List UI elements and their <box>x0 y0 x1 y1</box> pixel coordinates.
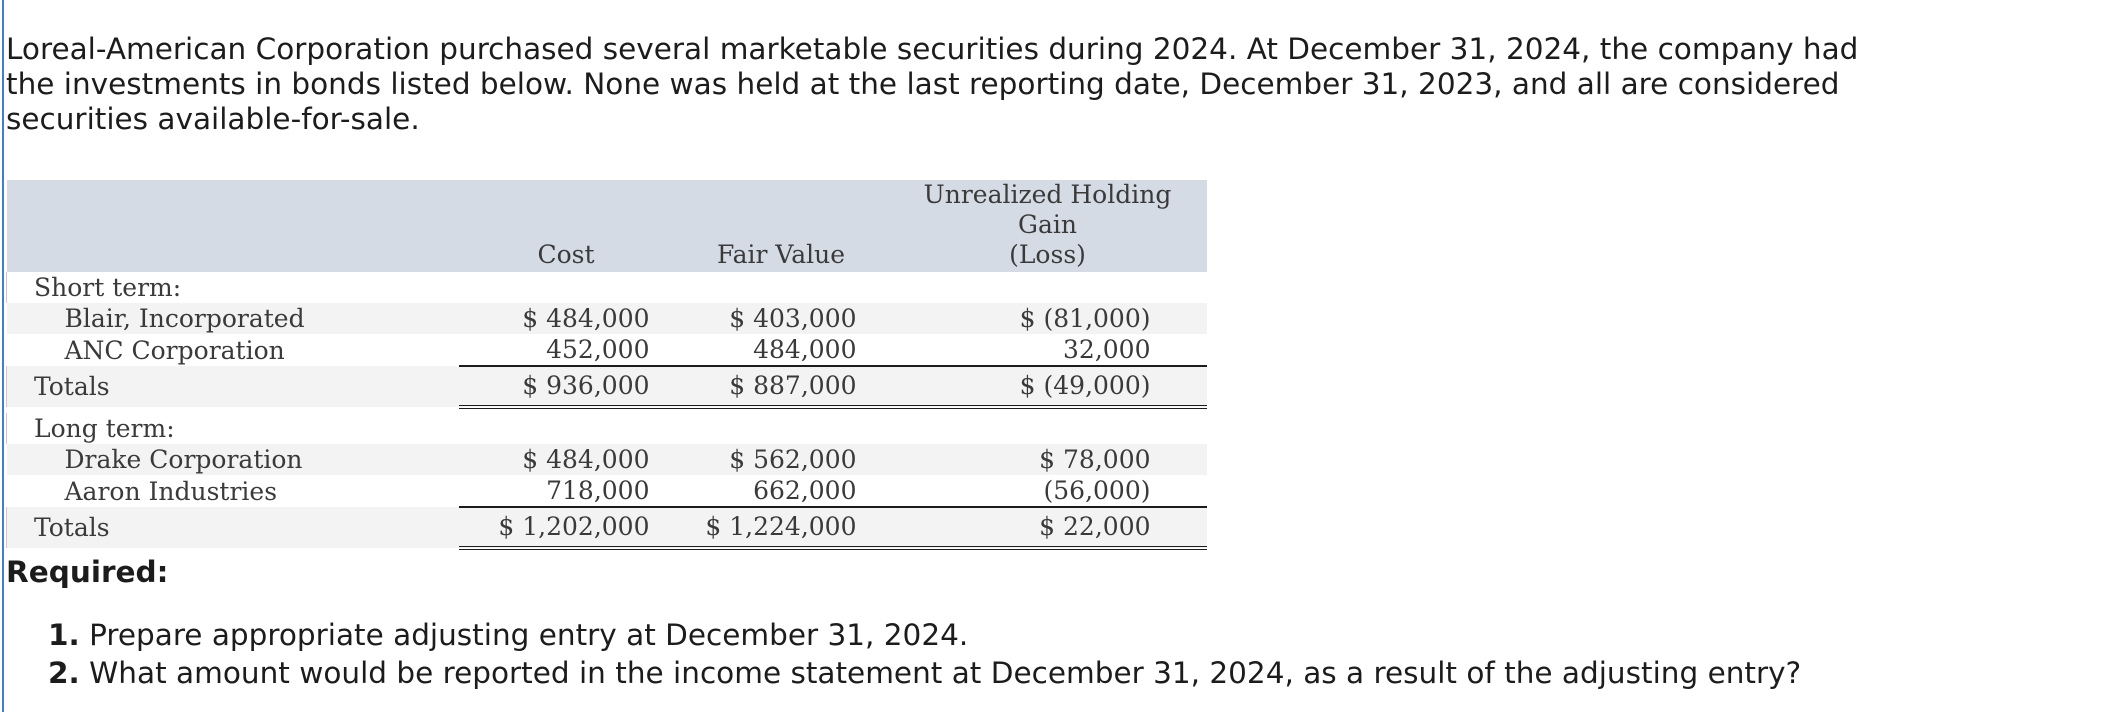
totals-row-short-term: Totals $ 936,000 $ 887,000 $ (49,000) <box>6 366 1207 409</box>
investments-table-wrapper: Cost Fair Value Unrealized Holding Gain … <box>6 180 1207 550</box>
fair-value: $ 562,000 <box>673 444 889 475</box>
total-cost: $ 1,202,000 <box>458 507 674 550</box>
header-gain-line2: (Loss) <box>1009 240 1086 269</box>
section-label-long-term: Long term: <box>6 413 459 444</box>
required-list: 1. Prepare appropriate adjusting entry a… <box>48 616 1801 692</box>
section-row-long-term: Long term: <box>6 413 1207 444</box>
required-item-number: 1. <box>48 618 80 652</box>
table-row: Aaron Industries 718,000 662,000 (56,000… <box>7 475 1207 508</box>
required-item-number: 2. <box>48 656 80 690</box>
totals-label: Totals <box>6 366 459 407</box>
fair-value: $ 403,000 <box>673 303 889 334</box>
required-item-text: What amount would be reported in the inc… <box>89 656 1802 690</box>
security-name: ANC Corporation <box>64 335 285 365</box>
fair-value: 662,000 <box>673 475 889 508</box>
gain-value: 32,000 <box>888 334 1207 367</box>
table-header-row: Cost Fair Value Unrealized Holding Gain … <box>6 180 1207 272</box>
fair-value: 484,000 <box>673 334 889 367</box>
gain-value: $ (81,000) <box>888 303 1207 334</box>
security-name: Aaron Industries <box>64 476 278 506</box>
problem-intro-text: Loreal-American Corporation purchased se… <box>6 32 1859 136</box>
table-row: Drake Corporation $ 484,000 $ 562,000 $ … <box>6 444 1207 475</box>
required-item-2: 2. What amount would be reported in the … <box>48 654 1801 692</box>
security-name: Blair, Incorporated <box>6 303 459 334</box>
table-row: Blair, Incorporated $ 484,000 $ 403,000 … <box>6 303 1207 334</box>
cost-value: 452,000 <box>458 334 674 367</box>
header-cost: Cost <box>537 240 595 269</box>
left-margin-rule <box>2 0 4 712</box>
cost-value: $ 484,000 <box>458 444 674 475</box>
total-gain: $ 22,000 <box>888 507 1207 550</box>
header-unrealized-gain: Unrealized Holding Gain (Loss) <box>889 180 1207 272</box>
total-cost: $ 936,000 <box>458 366 674 409</box>
cost-value: 718,000 <box>458 475 674 508</box>
total-fair-value: $ 887,000 <box>673 366 889 409</box>
security-name: Drake Corporation <box>6 444 459 475</box>
header-blank <box>7 180 459 272</box>
cost-value: $ 484,000 <box>458 303 674 334</box>
totals-label: Totals <box>6 507 459 548</box>
required-item-text: Prepare appropriate adjusting entry at D… <box>89 618 969 652</box>
section-row-short-term: Short term: <box>6 272 1207 303</box>
required-item-1: 1. Prepare appropriate adjusting entry a… <box>48 616 1801 654</box>
gain-value: $ 78,000 <box>888 444 1207 475</box>
gain-value: (56,000) <box>888 475 1207 508</box>
table-row: ANC Corporation 452,000 484,000 32,000 <box>7 334 1207 367</box>
section-label-short-term: Short term: <box>6 272 459 303</box>
total-gain: $ (49,000) <box>888 366 1207 409</box>
header-gain-line1: Unrealized Holding Gain <box>923 180 1172 239</box>
investments-table: Cost Fair Value Unrealized Holding Gain … <box>6 180 1207 550</box>
header-fair-value: Fair Value <box>716 240 845 269</box>
required-heading: Required: <box>6 555 169 589</box>
total-fair-value: $ 1,224,000 <box>673 507 889 550</box>
totals-row-long-term: Totals $ 1,202,000 $ 1,224,000 $ 22,000 <box>6 507 1207 550</box>
